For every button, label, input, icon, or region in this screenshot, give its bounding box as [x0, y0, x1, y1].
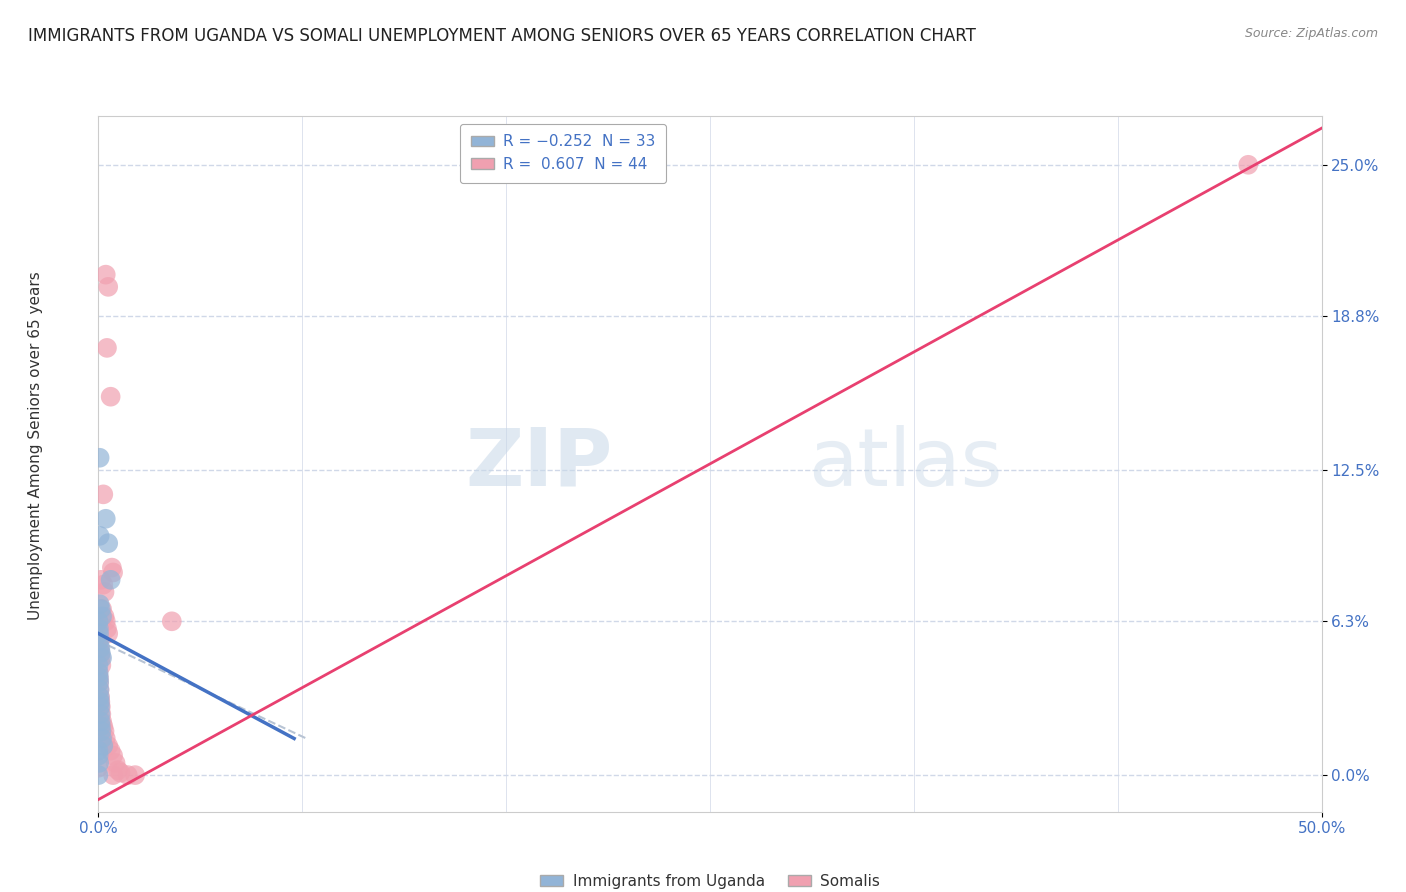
Text: IMMIGRANTS FROM UGANDA VS SOMALI UNEMPLOYMENT AMONG SENIORS OVER 65 YEARS CORREL: IMMIGRANTS FROM UGANDA VS SOMALI UNEMPLO… [28, 27, 976, 45]
Point [93, 585, 115, 599]
Point [89, 633, 111, 648]
Point [91, 602, 114, 616]
Point [91, 739, 114, 753]
Point [89, 626, 111, 640]
Point [89, 675, 111, 690]
Point [89, 450, 111, 465]
Point [91, 731, 114, 746]
Point [91, 577, 114, 591]
Point [89, 675, 111, 690]
Point [89, 641, 111, 656]
Point [110, 765, 132, 780]
Point [87, 633, 110, 648]
Point [90, 724, 112, 739]
Point [100, 390, 122, 404]
Point [87, 622, 110, 636]
Point [101, 768, 124, 782]
Point [94, 512, 117, 526]
Point [89, 682, 111, 697]
Text: atlas: atlas [808, 425, 1002, 503]
Point [97, 626, 120, 640]
Point [96, 341, 118, 355]
Point [90, 707, 112, 722]
Point [90, 573, 112, 587]
Point [87, 748, 110, 763]
Point [89, 529, 111, 543]
Point [91, 651, 114, 665]
Point [117, 768, 139, 782]
Point [89, 756, 111, 770]
Point [93, 609, 115, 624]
Point [87, 615, 110, 629]
Point [90, 714, 112, 729]
Point [87, 768, 110, 782]
Text: Source: ZipAtlas.com: Source: ZipAtlas.com [1244, 27, 1378, 40]
Point [89, 682, 111, 697]
Point [87, 670, 110, 684]
Point [1237, 158, 1260, 172]
Text: ZIP: ZIP [465, 425, 612, 503]
Point [101, 748, 124, 763]
Point [91, 714, 114, 729]
Point [91, 609, 114, 624]
Point [89, 690, 111, 704]
Point [90, 658, 112, 673]
Point [100, 573, 122, 587]
Point [89, 641, 111, 656]
Point [91, 487, 114, 501]
Legend: Immigrants from Uganda, Somalis: Immigrants from Uganda, Somalis [534, 868, 886, 892]
Point [90, 646, 112, 660]
Point [101, 560, 124, 574]
Point [87, 744, 110, 758]
Point [89, 695, 111, 709]
Point [87, 658, 110, 673]
Point [87, 670, 110, 684]
Point [90, 651, 112, 665]
Point [94, 268, 117, 282]
Point [101, 566, 124, 580]
Point [89, 597, 111, 611]
Point [100, 744, 122, 758]
Point [89, 699, 111, 714]
Point [96, 622, 118, 636]
Point [87, 761, 110, 775]
Point [97, 536, 120, 550]
Point [87, 665, 110, 680]
Point [160, 615, 183, 629]
Text: Unemployment Among Seniors over 65 years: Unemployment Among Seniors over 65 years [28, 272, 42, 620]
Point [104, 756, 127, 770]
Point [94, 731, 117, 746]
Point [94, 615, 117, 629]
Point [90, 699, 112, 714]
Point [89, 690, 111, 704]
Point [89, 646, 111, 660]
Point [97, 280, 120, 294]
Point [124, 768, 146, 782]
Point [89, 695, 111, 709]
Point [93, 724, 115, 739]
Point [91, 719, 114, 733]
Point [89, 707, 111, 722]
Point [90, 719, 112, 733]
Point [90, 602, 112, 616]
Point [87, 665, 110, 680]
Point [107, 763, 129, 777]
Point [97, 739, 120, 753]
